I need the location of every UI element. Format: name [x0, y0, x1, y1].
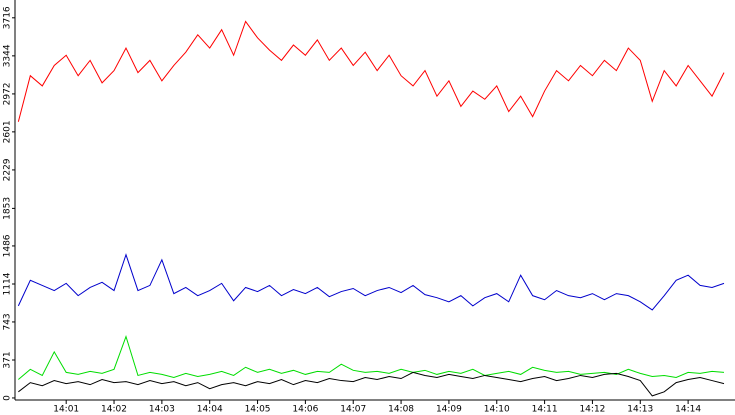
x-tick-label: 14:13 — [627, 405, 653, 415]
x-tick-label: 14:02 — [101, 405, 127, 415]
series-line — [17, 253, 725, 311]
y-tick-label: 1853 — [3, 197, 13, 220]
x-tick-label: 14:11 — [532, 405, 558, 415]
series-line — [18, 335, 725, 380]
x-tick-label: 14:05 — [245, 405, 271, 415]
x-tick-label: 14:04 — [197, 405, 223, 415]
y-tick-label: 743 — [3, 313, 13, 330]
series-line — [18, 371, 725, 397]
x-tick-label: 14:12 — [579, 405, 605, 415]
x-tick-label: 14:07 — [340, 405, 366, 415]
x-tick-label: 14:08 — [388, 405, 414, 415]
series-line — [17, 20, 725, 122]
y-tick-label: 1486 — [3, 234, 13, 257]
y-tick-label: 3344 — [3, 44, 13, 67]
x-tick-label: 14:10 — [484, 405, 510, 415]
y-tick-label: 1114 — [3, 272, 13, 295]
x-tick-label: 14:06 — [292, 405, 318, 415]
y-tick-label: 0 — [3, 395, 13, 401]
x-tick-label: 14:01 — [53, 405, 79, 415]
x-tick-label: 14:03 — [149, 405, 175, 415]
x-tick-label: 14:09 — [436, 405, 462, 415]
y-tick-label: 2229 — [3, 158, 13, 181]
x-tick-label: 14:14 — [675, 405, 701, 415]
y-tick-label: 3716 — [3, 6, 13, 29]
y-tick-label: 2972 — [3, 82, 13, 105]
y-tick-label: 2601 — [3, 120, 13, 143]
y-tick-label: 371 — [3, 351, 13, 368]
